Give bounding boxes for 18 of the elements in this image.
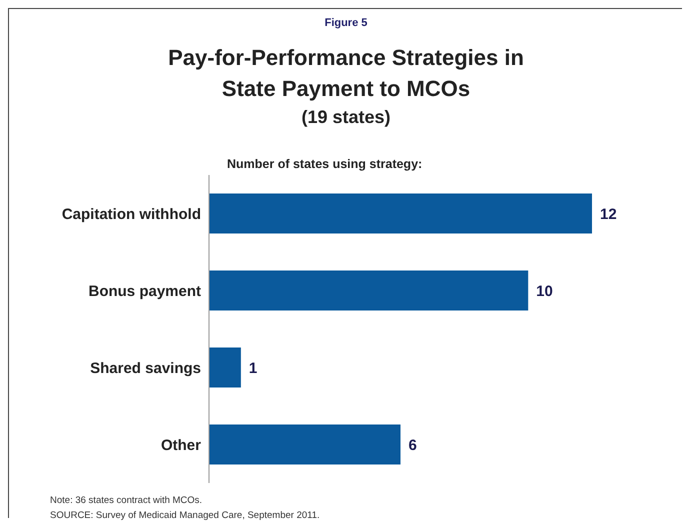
data-label: 10 [536,282,553,300]
bar [209,347,241,388]
y-tick-label: Capitation withhold [62,206,201,223]
caption: Figure 5 [324,17,368,29]
bar [209,270,528,310]
data-label: 12 [600,206,617,223]
y-tick-label: Other [160,436,202,454]
data-label: 6 [408,436,417,454]
source-note: SOURCE: Survey of Medicaid Managed Care, September 2011. [50,509,320,523]
y-tick-label: Bonus payment [88,282,202,300]
data-label: 1 [248,360,258,377]
bar [209,424,400,464]
y-tick-label: Shared savings [90,360,201,377]
x-axis-title: Number of states using strategy: [227,157,422,171]
bar [209,193,592,234]
text: Note: 36 states contract with MCOs. [50,494,204,508]
chart-title: Pay-for-Performance Strategies in State Payment to MCOs [167,44,525,103]
chart-subtitle: (19 states) [300,107,392,128]
